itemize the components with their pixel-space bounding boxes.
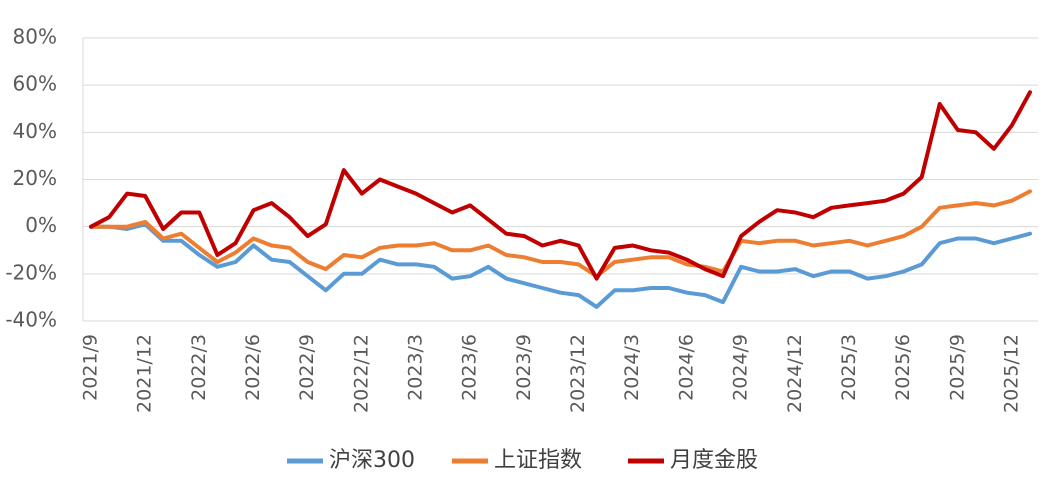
legend: 沪深300 上证指数 月度金股 <box>287 448 758 473</box>
x-tick-label: 2022/3 <box>188 334 210 401</box>
series-lines <box>89 90 1032 309</box>
gridlines <box>82 37 1038 322</box>
x-tick-label: 2021/9 <box>80 334 102 401</box>
x-tick-label: 2023/6 <box>459 334 481 401</box>
x-tick-label: 2024/12 <box>784 334 806 413</box>
x-tick-label: 2025/3 <box>838 334 860 401</box>
x-tick-label: 2024/3 <box>621 334 643 401</box>
x-tick-label: 2025/9 <box>946 334 968 401</box>
x-axis: 2021/9 2021/12 2022/3 2022/6 2022/9 2022/12 20… <box>80 334 1023 413</box>
x-tick-label: 2023/12 <box>567 334 589 413</box>
x-tick-label: 2021/12 <box>134 334 156 413</box>
legend-label: 月度金股 <box>670 448 758 473</box>
legend-label: 上证指数 <box>494 448 582 473</box>
y-tick-label: 40% <box>13 119 57 143</box>
x-tick-label: 2025/6 <box>892 334 914 401</box>
x-tick-label: 2024/6 <box>675 334 697 401</box>
y-tick-label: -40% <box>5 308 57 332</box>
y-tick-label: 20% <box>13 166 57 190</box>
series-line-0 <box>89 222 1032 309</box>
y-tick-label: 60% <box>13 72 57 96</box>
y-tick-label: 0% <box>25 213 57 237</box>
x-tick-label: 2022/12 <box>350 334 372 413</box>
x-tick-label: 2025/12 <box>1000 334 1022 413</box>
x-tick-label: 2022/9 <box>296 334 318 401</box>
legend-label: 沪深300 <box>329 448 415 473</box>
x-tick-label: 2024/9 <box>730 334 752 401</box>
y-tick-label: -20% <box>5 260 57 284</box>
x-tick-label: 2023/3 <box>405 334 427 401</box>
series-line-1 <box>89 189 1032 279</box>
x-tick-label: 2022/6 <box>242 334 264 401</box>
series-line-2 <box>89 90 1032 281</box>
y-tick-label: 80% <box>13 25 57 49</box>
y-axis: 80% 60% 40% 20% 0% -20% -40% <box>5 25 57 332</box>
x-tick-label: 2023/9 <box>513 334 535 401</box>
